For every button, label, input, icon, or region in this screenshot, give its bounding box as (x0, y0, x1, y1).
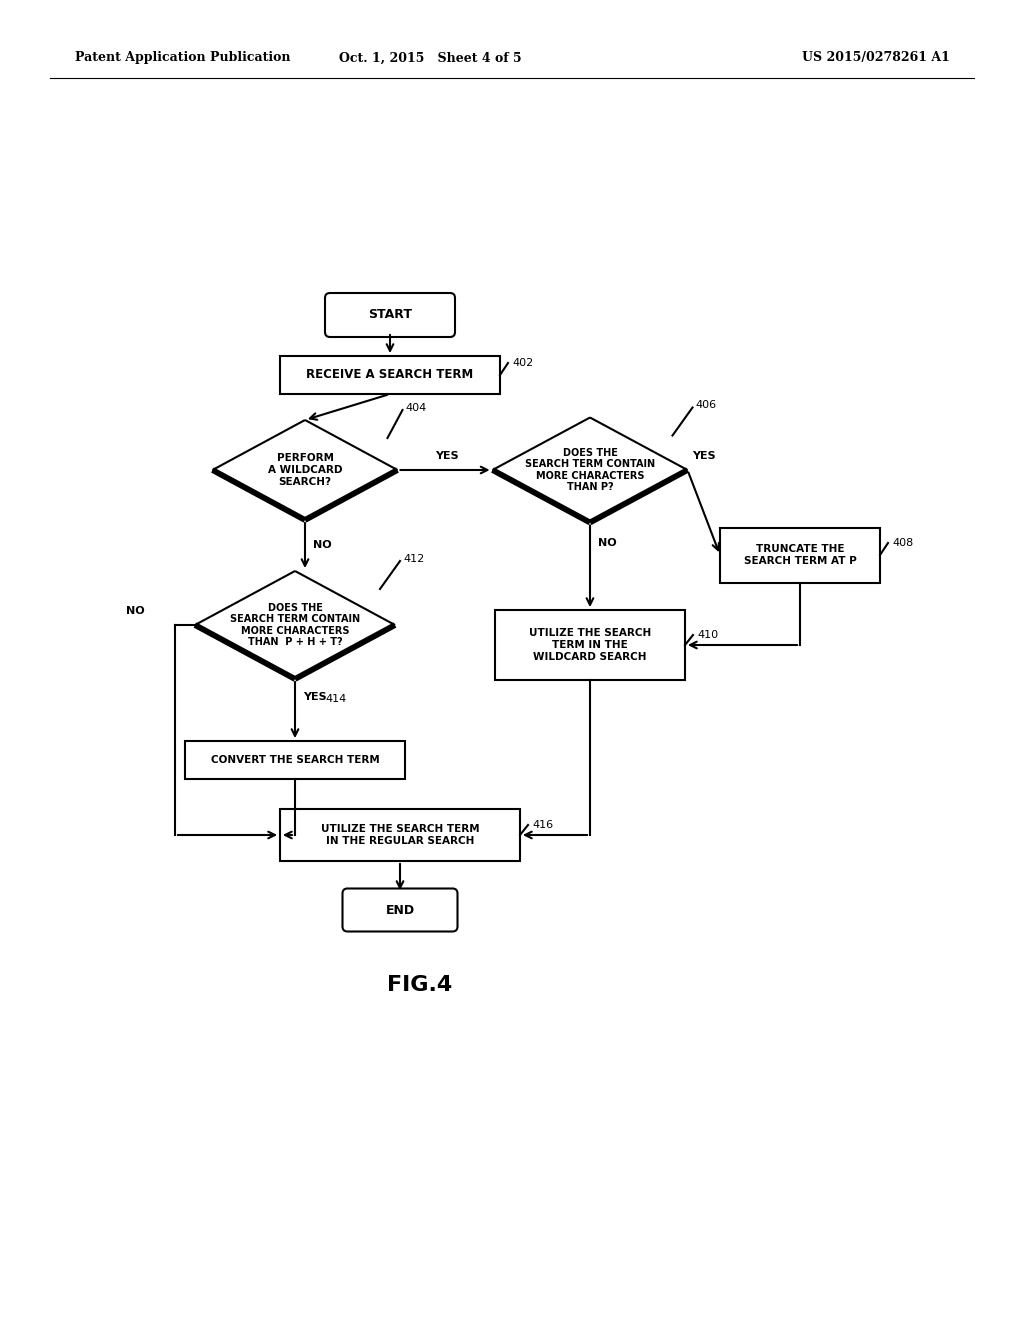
Bar (280, 356, 500, 393)
Text: NO: NO (598, 537, 616, 548)
Text: YES: YES (692, 451, 716, 461)
Text: US 2015/0278261 A1: US 2015/0278261 A1 (802, 51, 950, 65)
Bar (280, 809, 520, 861)
Text: 414: 414 (325, 694, 346, 704)
Text: 406: 406 (695, 400, 717, 411)
Text: Patent Application Publication: Patent Application Publication (75, 51, 291, 65)
Text: NO: NO (313, 540, 332, 550)
Text: TRUNCATE THE
SEARCH TERM AT P: TRUNCATE THE SEARCH TERM AT P (743, 544, 856, 566)
Text: YES: YES (303, 692, 327, 702)
Text: PERFORM
A WILDCARD
SEARCH?: PERFORM A WILDCARD SEARCH? (267, 453, 342, 487)
Text: NO: NO (126, 606, 145, 616)
Text: 416: 416 (532, 820, 553, 830)
Text: RECEIVE A SEARCH TERM: RECEIVE A SEARCH TERM (306, 368, 474, 381)
Bar (495, 610, 685, 680)
Text: 408: 408 (892, 539, 913, 548)
Text: 410: 410 (697, 630, 718, 640)
FancyBboxPatch shape (325, 293, 455, 337)
Text: 404: 404 (406, 403, 427, 413)
Text: UTILIZE THE SEARCH
TERM IN THE
WILDCARD SEARCH: UTILIZE THE SEARCH TERM IN THE WILDCARD … (528, 628, 651, 661)
Text: DOES THE
SEARCH TERM CONTAIN
MORE CHARACTERS
THAN P?: DOES THE SEARCH TERM CONTAIN MORE CHARAC… (525, 447, 655, 492)
Text: FIG.4: FIG.4 (387, 975, 453, 995)
Bar (185, 741, 406, 779)
Text: Oct. 1, 2015   Sheet 4 of 5: Oct. 1, 2015 Sheet 4 of 5 (339, 51, 521, 65)
Text: UTILIZE THE SEARCH TERM
IN THE REGULAR SEARCH: UTILIZE THE SEARCH TERM IN THE REGULAR S… (321, 824, 479, 846)
Text: 402: 402 (512, 358, 534, 368)
Text: END: END (385, 903, 415, 916)
FancyBboxPatch shape (342, 888, 458, 932)
Text: YES: YES (435, 451, 459, 461)
Text: DOES THE
SEARCH TERM CONTAIN
MORE CHARACTERS
THAN  P + H + T?: DOES THE SEARCH TERM CONTAIN MORE CHARAC… (230, 603, 360, 647)
Bar (720, 528, 880, 582)
Text: CONVERT THE SEARCH TERM: CONVERT THE SEARCH TERM (211, 755, 379, 766)
Text: START: START (368, 309, 412, 322)
Text: 412: 412 (403, 554, 424, 564)
